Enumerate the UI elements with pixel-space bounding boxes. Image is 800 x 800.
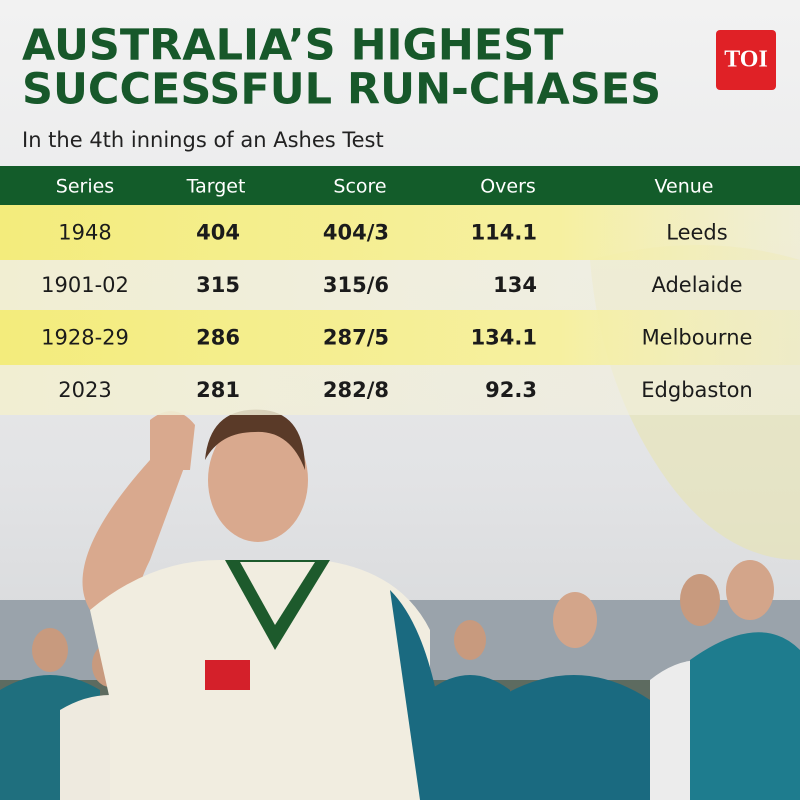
table-cell: 315 bbox=[196, 273, 240, 297]
table-cell: 1928-29 bbox=[41, 326, 129, 350]
table-cell: 315/6 bbox=[323, 273, 389, 297]
table-cell: 282/8 bbox=[323, 378, 389, 402]
table-cell: 287/5 bbox=[323, 326, 389, 350]
table-row bbox=[0, 205, 800, 260]
table-cell: Melbourne bbox=[642, 326, 753, 350]
table-cell: 92.3 bbox=[485, 378, 537, 402]
main-player bbox=[82, 409, 450, 800]
table-cell: Adelaide bbox=[651, 273, 742, 297]
column-header: Venue bbox=[655, 176, 714, 198]
table-cell: 114.1 bbox=[471, 221, 537, 245]
table-cell: 1901-02 bbox=[41, 273, 129, 297]
table-cell: 286 bbox=[196, 326, 240, 350]
table-cell: 281 bbox=[196, 378, 240, 402]
table-cell: 404/3 bbox=[323, 221, 389, 245]
table-row bbox=[0, 260, 800, 310]
title-line: SUCCESSFUL RUN-CHASES bbox=[22, 65, 661, 115]
column-header: Overs bbox=[480, 176, 536, 198]
table-row bbox=[0, 365, 800, 415]
logo-box bbox=[716, 30, 776, 90]
table-cell: 2023 bbox=[58, 378, 111, 402]
table-cell: 1948 bbox=[58, 221, 111, 245]
table-cell: 134 bbox=[493, 273, 537, 297]
table-cell: Leeds bbox=[666, 221, 727, 245]
column-header: Series bbox=[56, 176, 114, 198]
column-header: Target bbox=[186, 176, 246, 198]
column-header: Score bbox=[333, 176, 386, 198]
table-row bbox=[0, 310, 800, 365]
title-line: AUSTRALIA’S HIGHEST bbox=[22, 21, 564, 71]
players bbox=[0, 560, 800, 800]
table-header bbox=[0, 166, 800, 205]
table-cell: 404 bbox=[196, 221, 240, 245]
logo: TOI bbox=[724, 47, 768, 73]
table: Series Target Score Overs Venue 1948 404 404/3 1… bbox=[0, 176, 800, 415]
subtitle: In the 4th innings of an Ashes Test bbox=[22, 128, 384, 152]
table-cell: 134.1 bbox=[471, 326, 537, 350]
table-cell: Edgbaston bbox=[641, 378, 752, 402]
